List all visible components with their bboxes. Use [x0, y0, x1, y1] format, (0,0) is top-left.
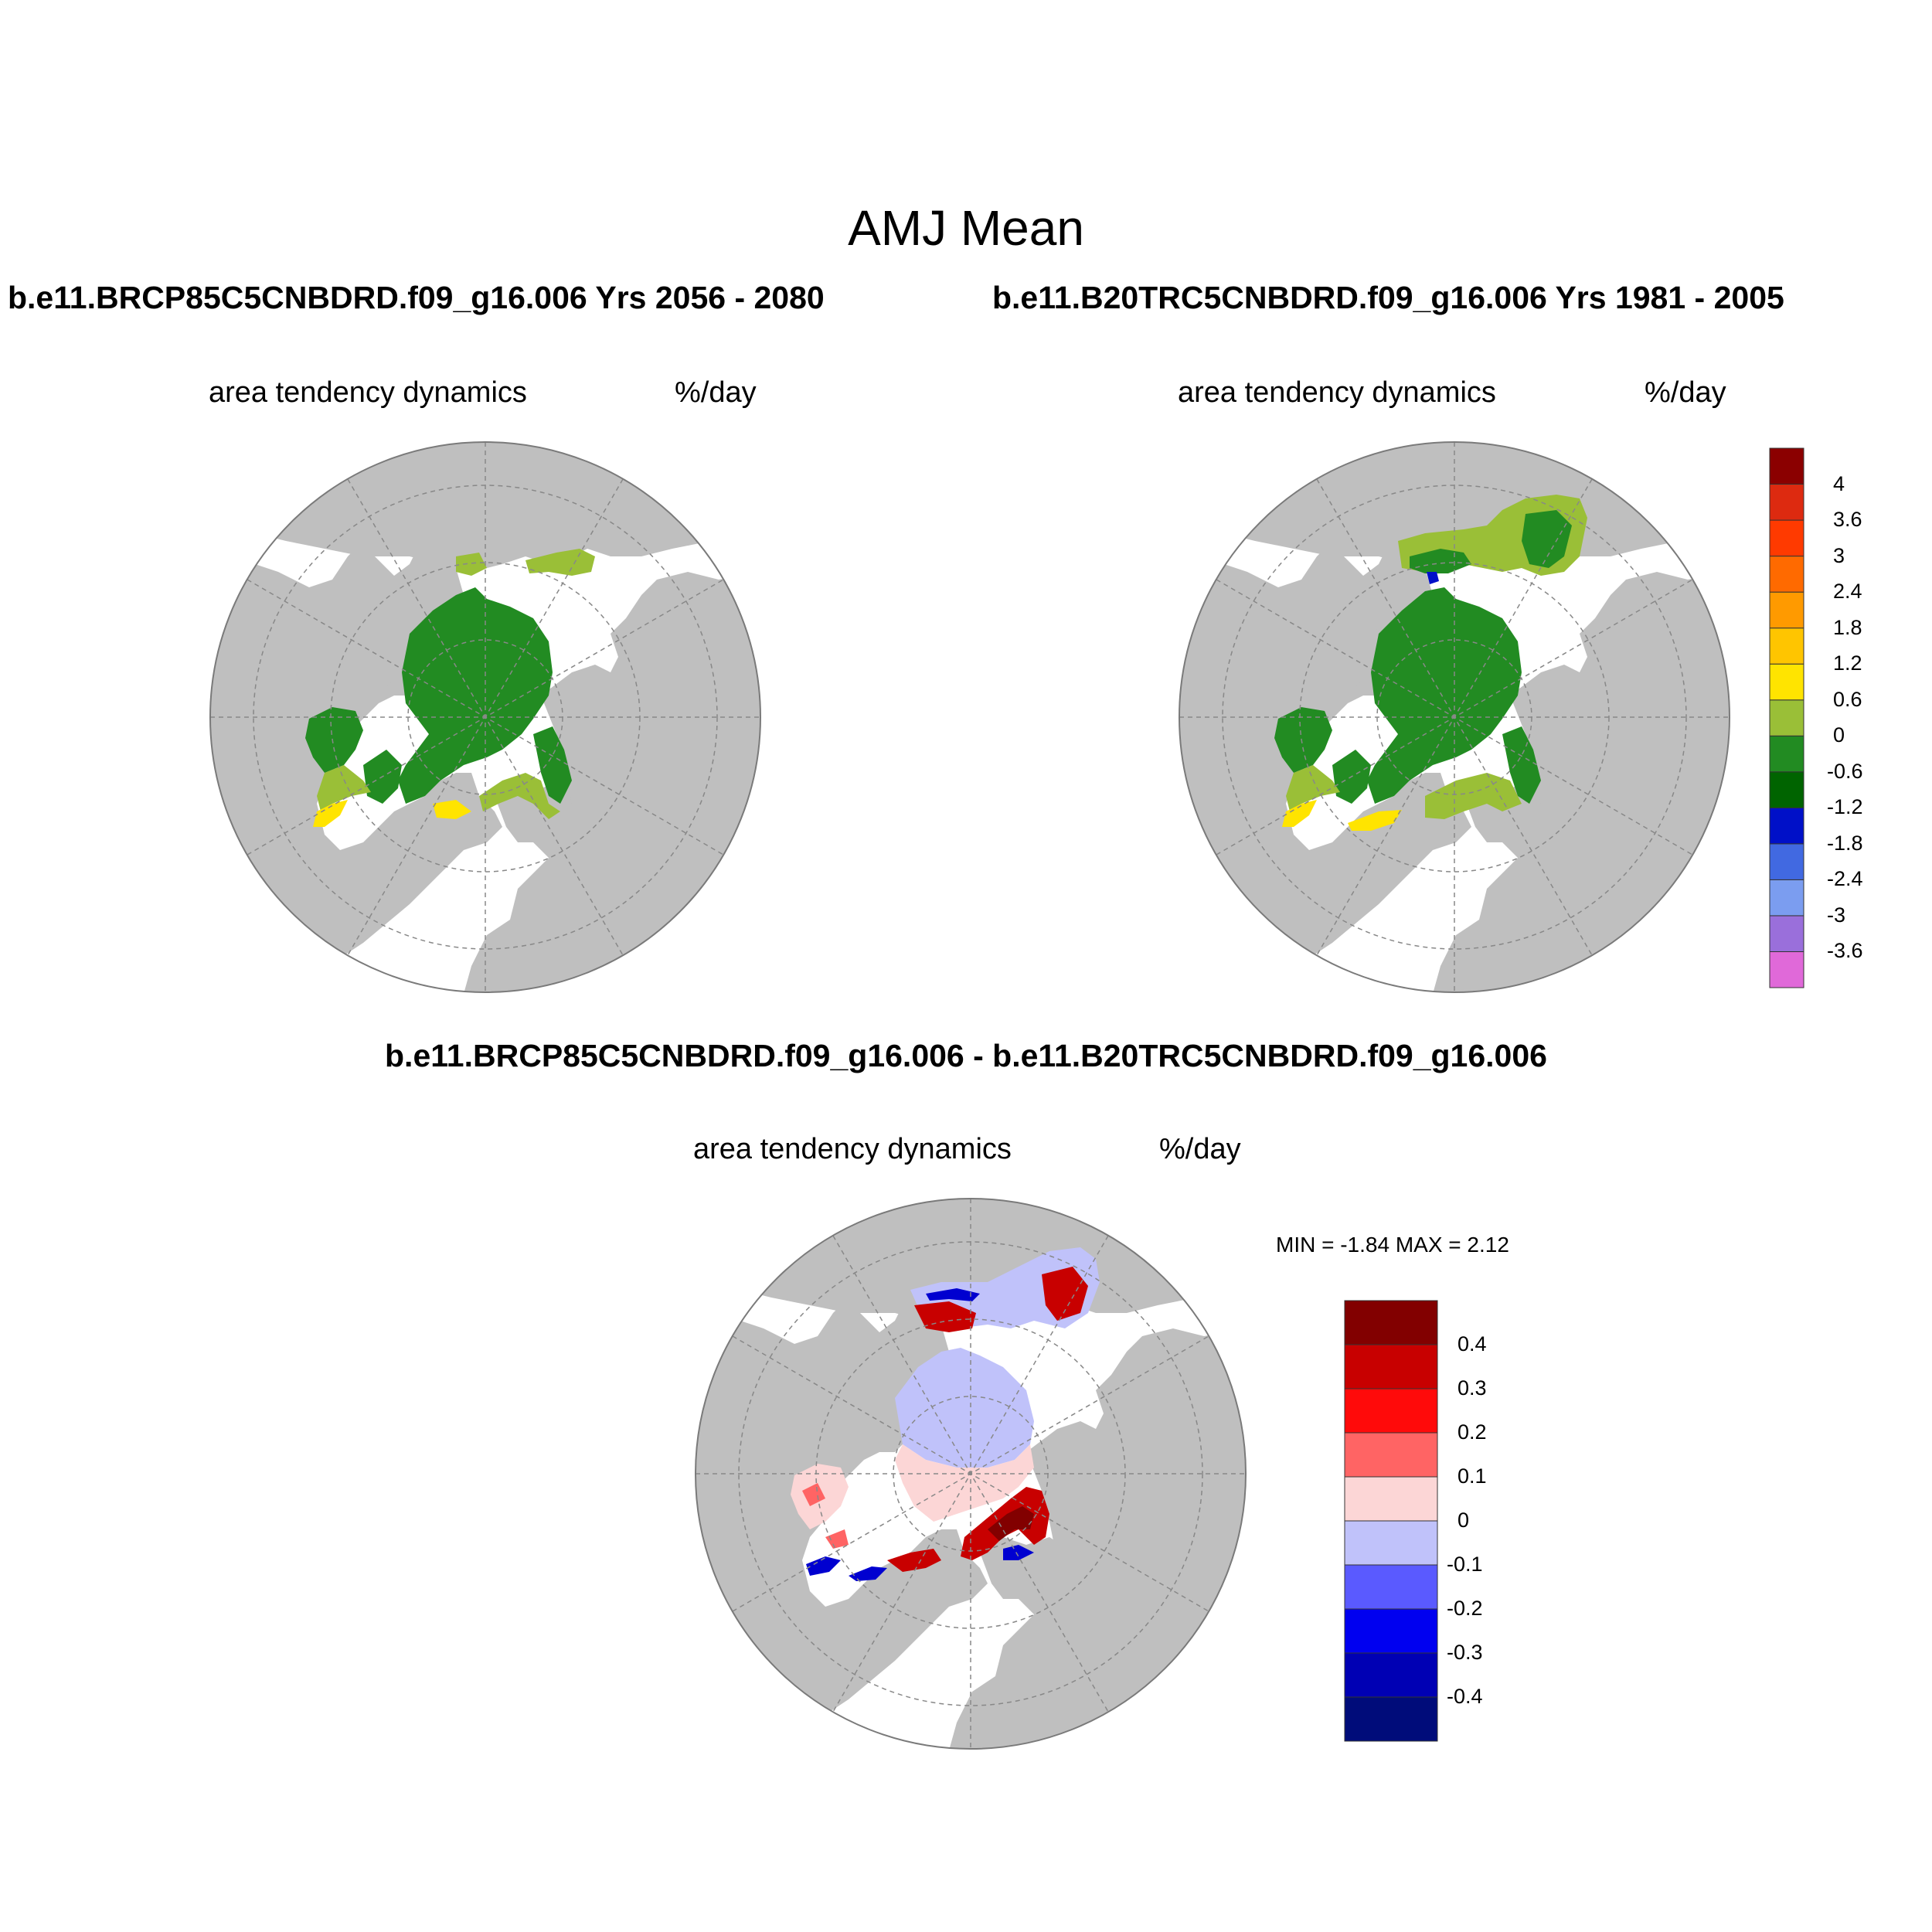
left-units-label: %/day — [675, 376, 757, 409]
colorbar-box — [1344, 1608, 1438, 1654]
colorbar-tick-label: 0.4 — [1458, 1332, 1487, 1355]
right-polar-map — [1179, 441, 1730, 993]
colorbar-box — [1769, 735, 1804, 773]
colorbar-box — [1769, 519, 1804, 557]
colorbar-tick-label: -2.4 — [1827, 867, 1863, 891]
colorbar-tick-label: 1.2 — [1833, 651, 1862, 675]
diff-margin-neg — [806, 1545, 1034, 1581]
colorbar-tick-label: -0.1 — [1447, 1553, 1483, 1576]
diff-barents-dark — [988, 1506, 1034, 1541]
colorbar-tick-label: -1.8 — [1827, 831, 1863, 855]
ice-margin-green — [1286, 765, 1522, 819]
diff-bering-neg — [926, 1288, 980, 1301]
colorbar-tick-label: 0 — [1458, 1509, 1470, 1532]
left-polar-map — [209, 441, 761, 993]
colorbar-box — [1344, 1476, 1438, 1522]
ice-hudson-bay — [305, 707, 363, 773]
diff-polar-map — [695, 1198, 1247, 1750]
main-title: AMJ Mean — [848, 200, 1084, 256]
ice-hudson-bay — [1274, 707, 1332, 773]
ice-barents — [533, 726, 572, 804]
right-units-label: %/day — [1645, 376, 1726, 409]
left-variable-label: area tendency dynamics — [209, 376, 527, 409]
diff-arctic-lightneg — [895, 1348, 1034, 1468]
colorbar-tick-label: -1.2 — [1827, 795, 1863, 819]
colorbar-tick-label: 0.2 — [1458, 1420, 1487, 1444]
colorbar-box — [1769, 447, 1804, 485]
colorbar-diff — [1344, 1300, 1438, 1742]
colorbar-box — [1769, 628, 1804, 665]
colorbar-tick-label: 0.6 — [1833, 687, 1862, 711]
colorbar-box — [1344, 1344, 1438, 1389]
colorbar-box — [1769, 591, 1804, 629]
ice-margin-yellow — [313, 800, 471, 827]
diff-barents-pos — [887, 1487, 1049, 1572]
ice-bering-okhotsk — [1410, 510, 1572, 573]
land-eurasia — [464, 572, 760, 992]
ice-bering-edge — [456, 549, 595, 576]
colorbar-box — [1344, 1696, 1438, 1742]
colorbar-tick-label: 4 — [1833, 471, 1845, 495]
diff-units-label: %/day — [1159, 1133, 1241, 1165]
minmax-label: MIN = -1.84 MAX = 2.12 — [1276, 1233, 1509, 1257]
colorbar-box — [1769, 556, 1804, 593]
colorbar-tick-label: 3.6 — [1833, 508, 1862, 532]
colorbar-box — [1344, 1652, 1438, 1698]
colorbar-tick-label: 2.4 — [1833, 580, 1862, 604]
diff-case-title: b.e11.BRCP85C5CNBDRD.f09_g16.006 - b.e11… — [385, 1038, 1547, 1073]
colorbar-box — [1769, 951, 1804, 988]
colorbar-box — [1769, 879, 1804, 917]
land-islands — [321, 626, 433, 692]
colorbar-box — [1769, 484, 1804, 521]
diff-variable-label: area tendency dynamics — [693, 1133, 1012, 1165]
colorbar-main — [1769, 447, 1804, 988]
land-eurasia — [1433, 572, 1730, 992]
colorbar-box — [1344, 1388, 1438, 1434]
colorbar-box — [1769, 807, 1804, 845]
colorbar-tick-label: 1.8 — [1833, 615, 1862, 639]
colorbar-box — [1344, 1564, 1438, 1610]
colorbar-tick-label: 3 — [1833, 543, 1845, 567]
colorbar-tick-label: -3 — [1827, 903, 1846, 927]
ice-barents — [1502, 726, 1541, 804]
colorbar-box — [1769, 771, 1804, 808]
colorbar-box — [1769, 843, 1804, 880]
colorbar-tick-label: -0.3 — [1447, 1641, 1483, 1664]
colorbar-tick-label: 0 — [1833, 723, 1845, 747]
ice-bering-strait-blue — [1427, 572, 1439, 584]
right-case-title: b.e11.B20TRC5CNBDRD.f09_g16.006 Yrs 1981… — [992, 280, 1784, 315]
ice-arctic-basin — [1367, 587, 1522, 804]
colorbar-box — [1344, 1432, 1438, 1478]
ice-margin-green — [317, 765, 560, 819]
land-islands — [1290, 626, 1402, 692]
diff-bering-pos — [914, 1267, 1088, 1332]
diff-hudson-pos — [802, 1483, 849, 1549]
colorbar-box — [1769, 915, 1804, 952]
colorbar-tick-label: -3.6 — [1827, 939, 1863, 963]
colorbar-box — [1344, 1300, 1438, 1345]
land-eurasia — [949, 1328, 1246, 1749]
colorbar-tick-label: -0.4 — [1447, 1685, 1483, 1708]
colorbar-box — [1769, 663, 1804, 701]
diff-arctic-lightpos — [791, 1444, 1034, 1529]
colorbar-tick-label: -0.6 — [1827, 759, 1863, 783]
right-variable-label: area tendency dynamics — [1178, 376, 1496, 409]
ice-margin-yellow — [1282, 800, 1402, 831]
colorbar-tick-label: 0.1 — [1458, 1464, 1487, 1488]
colorbar-box — [1769, 699, 1804, 736]
colorbar-tick-label: -0.2 — [1447, 1597, 1483, 1620]
left-case-title: b.e11.BRCP85C5CNBDRD.f09_g16.006 Yrs 205… — [8, 280, 825, 315]
ice-arctic-basin — [398, 587, 553, 804]
colorbar-tick-label: 0.3 — [1458, 1376, 1487, 1400]
colorbar-box — [1344, 1520, 1438, 1566]
